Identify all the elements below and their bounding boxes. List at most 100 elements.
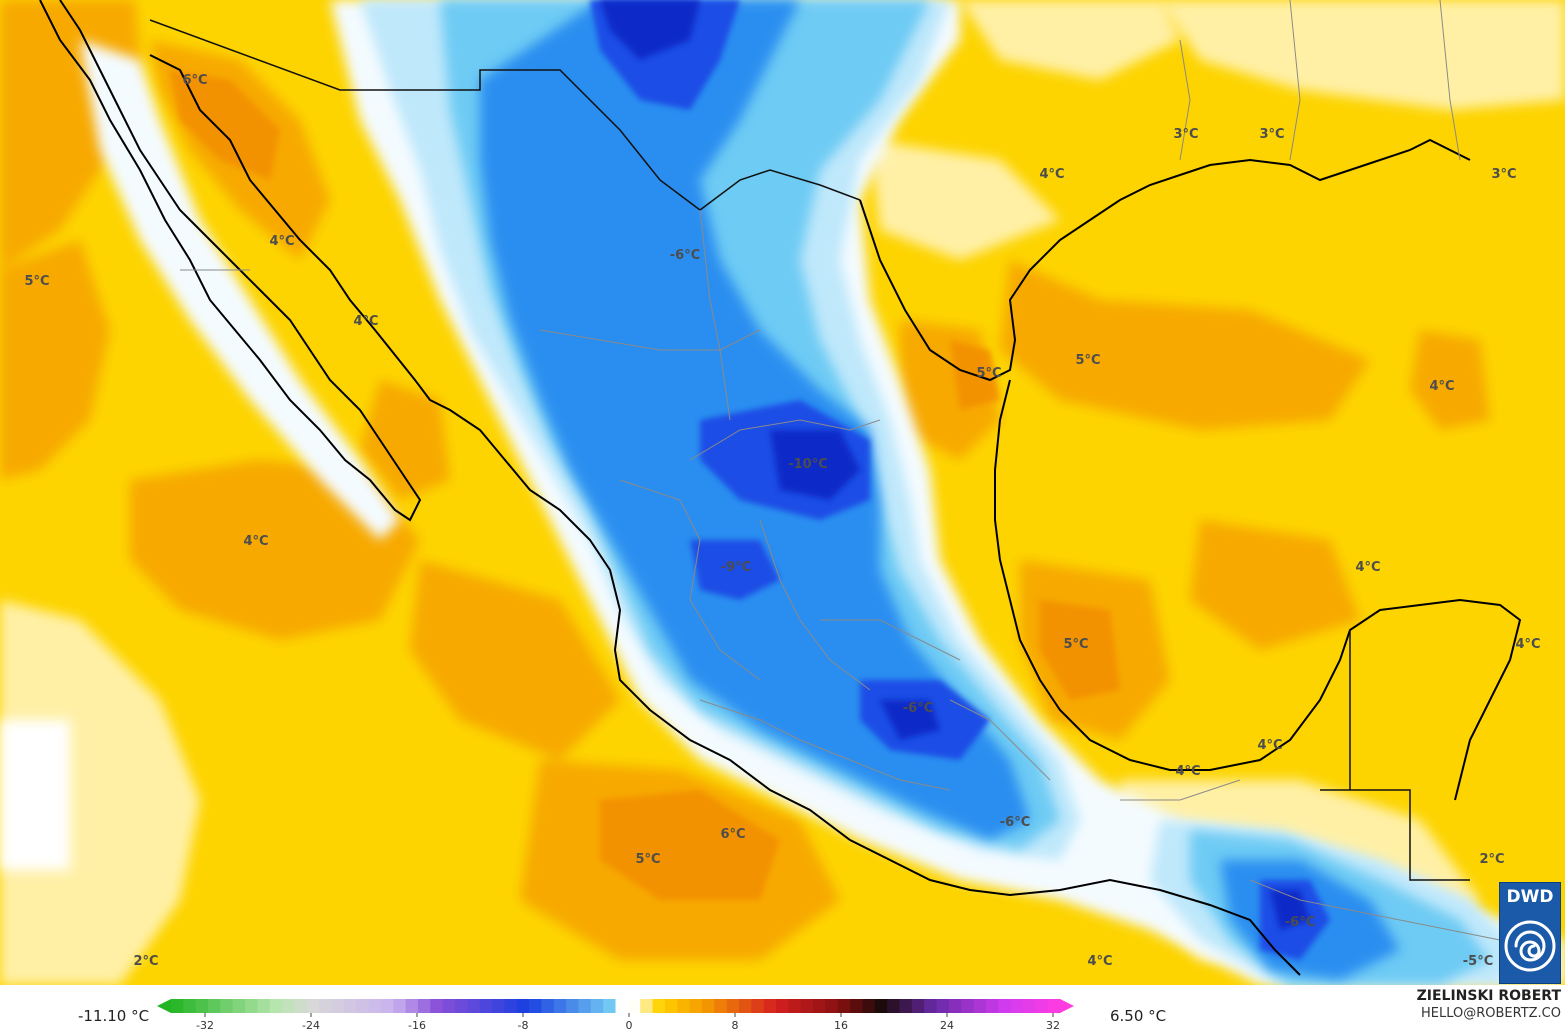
colorbar-segment [862, 999, 876, 1013]
colorbar-segment [220, 999, 234, 1013]
colorbar-segment [245, 999, 259, 1013]
colorbar-segment [319, 999, 333, 1013]
colorbar-segment [269, 999, 283, 1013]
colorbar-segment [380, 999, 394, 1013]
colorbar-segment [257, 999, 271, 1013]
temp-label: 4°C [1087, 954, 1112, 969]
temp-label: 4°C [269, 234, 294, 249]
colorbar-max-label: 6.50 °C [1110, 1007, 1167, 1025]
temp-label: 3°C [1491, 167, 1516, 182]
temp-label: -5°C [1463, 954, 1493, 969]
colorbar-segment [899, 999, 913, 1013]
colorbar-segment [195, 999, 209, 1013]
colorbar-tick-label: 32 [1046, 1019, 1060, 1032]
temp-label: 3°C [1259, 127, 1284, 142]
colorbar-segment [874, 999, 888, 1013]
colorbar-segment [788, 999, 802, 1013]
colorbar-segment [343, 999, 357, 1013]
colorbar-segment [701, 999, 715, 1013]
credit-email: HELLO@ROBERTZ.CO [1420, 1006, 1561, 1021]
temp-label: 3°C [1173, 127, 1198, 142]
colorbar-segment [578, 999, 592, 1013]
colorbar-segment [430, 999, 444, 1013]
temp-label: -6°C [1285, 915, 1315, 930]
colorbar-tick-label: 16 [834, 1019, 848, 1032]
colorbar-segment [516, 999, 530, 1013]
colorbar-segment [1022, 999, 1036, 1013]
colorbar-segment [627, 999, 641, 1013]
temp-label: 5°C [635, 852, 660, 867]
colorbar-segment [652, 999, 666, 1013]
colorbar-min-arrow [157, 999, 171, 1013]
temp-label: -10°C [788, 457, 828, 472]
temp-label: 5°C [976, 366, 1001, 381]
white-patch-pacific [0, 720, 70, 870]
colorbar-segment [800, 999, 814, 1013]
colorbar-segment [887, 999, 901, 1013]
colorbar-segment [985, 999, 999, 1013]
colorbar-segment [183, 999, 197, 1013]
temp-label: 2°C [133, 954, 158, 969]
dwd-logo-text: DWD [1506, 887, 1554, 907]
credit-name: ZIELINSKI ROBERT [1416, 988, 1561, 1004]
colorbar-tick-label: -16 [408, 1019, 426, 1032]
temp-label: -6°C [903, 701, 933, 716]
coastlines [39, 0, 1522, 976]
colorbar-segment [590, 999, 604, 1013]
temp-label: 5°C [1075, 353, 1100, 368]
colorbar-segment [1010, 999, 1024, 1013]
colorbar-segment [961, 999, 975, 1013]
temp-label: 4°C [1355, 560, 1380, 575]
colorbar-segment [664, 999, 678, 1013]
colorbar-segment [479, 999, 493, 1013]
colorbar-tick-label: 0 [626, 1019, 633, 1032]
temperature-map: 6°C 4°C 5°C 4°C 4°C -6°C 3°C 3°C 4°C 3°C… [0, 0, 1565, 985]
colorbar-segment [677, 999, 691, 1013]
colorbar-min-label: -11.10 °C [78, 1007, 150, 1025]
colorbar-segment [1047, 999, 1061, 1013]
colorbar-segment [356, 999, 370, 1013]
colorbar-tick-label: -32 [196, 1019, 214, 1032]
colorbar-segment [714, 999, 728, 1013]
colorbar-ticks: -32 -24 -16 -8 0 8 16 24 32 [196, 1013, 1060, 1032]
colorbar-segment [504, 999, 518, 1013]
temp-label: 4°C [1039, 167, 1064, 182]
colorbar-segment [553, 999, 567, 1013]
colorbar-segment [1035, 999, 1049, 1013]
colorbar-segment [442, 999, 456, 1013]
colorbar-segment [492, 999, 505, 1013]
colorbar-segment [171, 999, 184, 1013]
colorbar-segment [726, 999, 740, 1013]
colorbar-segment [615, 999, 629, 1013]
colorbar-segment [837, 999, 851, 1013]
temp-label: 4°C [1257, 738, 1282, 753]
colorbar-area: -11.10 °C -32 -24 -16 -8 0 8 16 24 32 6.50 °C [0, 985, 1565, 1035]
temp-label: 5°C [24, 274, 49, 289]
colorbar-segment [282, 999, 296, 1013]
colorbar-segment [763, 999, 777, 1013]
colorbar-segment [911, 999, 925, 1013]
colorbar-segment [467, 999, 481, 1013]
colorbar-segment [529, 999, 543, 1013]
colorbar-tick-label: -24 [302, 1019, 320, 1032]
cold-core-darkest [600, 0, 1310, 930]
colorbar-segment [566, 999, 580, 1013]
dark-orange-zones [170, 70, 1120, 900]
dwd-logo: DWD [1499, 882, 1561, 984]
colorbar-max-arrow [1060, 999, 1074, 1013]
colorbar-segment [825, 999, 839, 1013]
temp-label: 4°C [243, 534, 268, 549]
temp-label: -9°C [721, 560, 751, 575]
colorbar-segments [157, 999, 1074, 1013]
temp-label: -6°C [670, 248, 700, 263]
colorbar-segment [232, 999, 246, 1013]
temp-label: 4°C [353, 314, 378, 329]
temperature-labels: 6°C 4°C 5°C 4°C 4°C -6°C 3°C 3°C 4°C 3°C… [24, 73, 1540, 969]
temp-label: 4°C [1515, 637, 1540, 652]
colorbar-segment [393, 999, 407, 1013]
colorbar-segment [738, 999, 752, 1013]
swirl-icon [1504, 920, 1556, 972]
colorbar-segment [948, 999, 962, 1013]
temp-label: 6°C [182, 73, 207, 88]
colorbar-segment [973, 999, 987, 1013]
